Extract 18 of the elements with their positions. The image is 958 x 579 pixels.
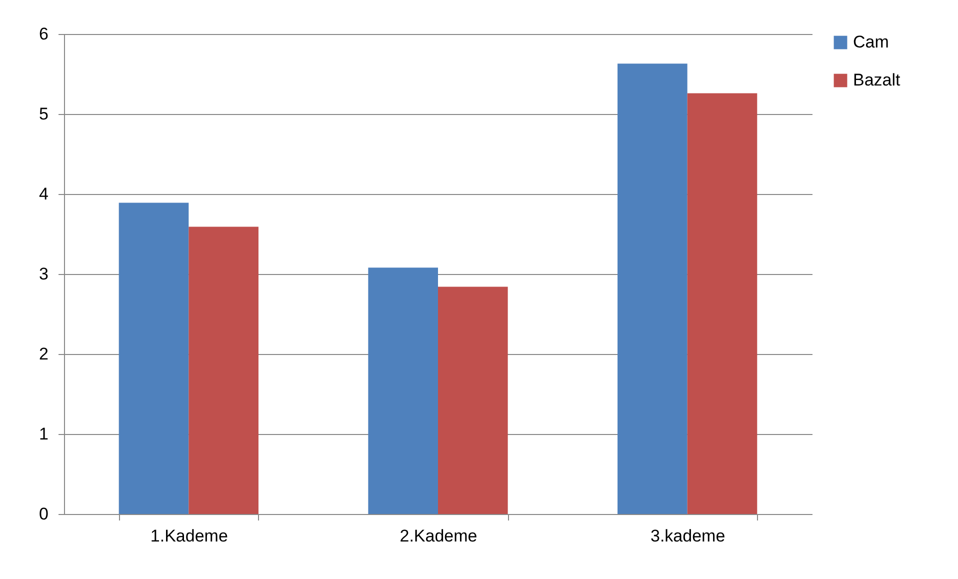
bar [687,93,758,514]
x-tick-label: 1.Kademe [150,526,228,546]
bar [368,268,438,514]
y-tick-label: 1 [39,424,48,444]
bar [118,202,189,514]
y-tick-label: 6 [39,24,48,44]
x-tick-label: 2.Kademe [400,526,478,546]
x-tick-label: 3.kademe [650,526,726,546]
bar [188,226,258,514]
y-tick-label: 4 [39,184,48,204]
y-tick-label: 0 [39,504,48,524]
y-tick-label: 3 [39,264,48,284]
bar [438,286,508,514]
legend-label: Cam [853,32,889,52]
y-tick-label: 2 [39,344,48,364]
legend-label: Bazalt [853,70,901,90]
y-tick-label: 5 [39,104,48,124]
bar [618,64,688,514]
